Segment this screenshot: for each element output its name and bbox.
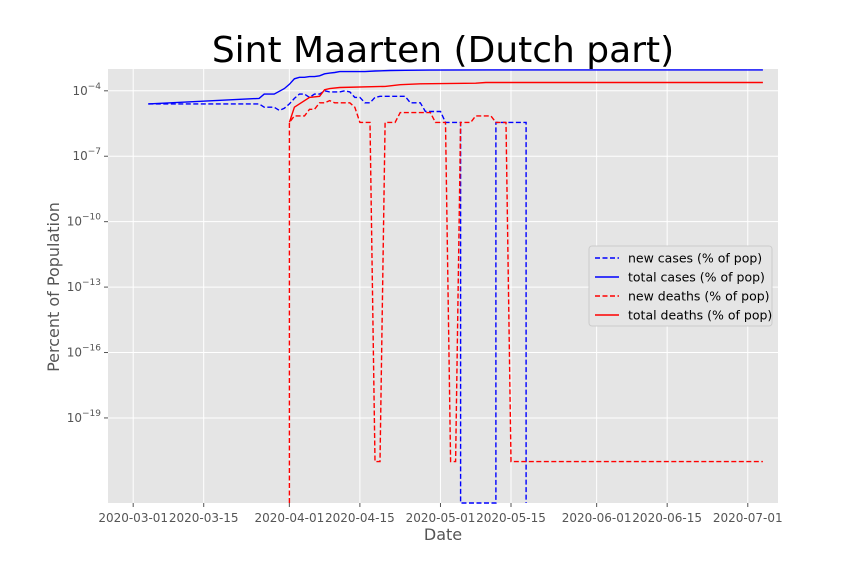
legend-box xyxy=(588,245,773,327)
y-tick-label: 10−16 xyxy=(67,344,102,360)
x-tick-label: 2020-03-01 xyxy=(98,511,168,525)
x-tick-label: 2020-04-01 xyxy=(254,511,324,525)
series-line-4 xyxy=(288,81,763,123)
x-tick-label: 2020-06-15 xyxy=(632,511,702,525)
y-tick-label: 10−13 xyxy=(67,278,101,294)
series-line-3 xyxy=(288,99,763,503)
x-axis-label: Date xyxy=(424,525,462,544)
legend-label: new cases (% of pop) xyxy=(628,251,762,266)
y-tick-label: 10−7 xyxy=(72,147,101,163)
x-tick-label: 2020-05-15 xyxy=(476,511,546,525)
x-tick-label: 2020-03-15 xyxy=(169,511,239,525)
x-tick-label: 2020-04-15 xyxy=(325,511,395,525)
series-line-2 xyxy=(148,69,763,105)
legend-label: total cases (% of pop) xyxy=(628,270,765,285)
legend-label: new deaths (% of pop) xyxy=(628,289,770,304)
x-tick-label: 2020-07-01 xyxy=(713,511,783,525)
x-axis-ticks: 2020-03-01 2020-03-15 2020-04-01 2020-04-15… xyxy=(98,503,783,525)
y-tick-label: 10−19 xyxy=(67,409,102,425)
x-tick-label: 2020-05-01 xyxy=(406,511,476,525)
y-axis-ticks: 10−4 10−7 10−10 10−13 10−16 10−19 xyxy=(67,82,108,425)
legend: new cases (% of pop) total cases (% of po… xyxy=(588,245,773,327)
y-tick-label: 10−4 xyxy=(72,82,101,98)
y-tick-label: 10−10 xyxy=(67,213,102,229)
x-tick-label: 2020-06-01 xyxy=(562,511,632,525)
chart-title: Sint Maarten (Dutch part) xyxy=(212,30,674,71)
legend-label: total deaths (% of pop) xyxy=(628,308,772,323)
y-axis-label: Percent of Population xyxy=(44,202,63,372)
series-lines xyxy=(148,69,763,504)
